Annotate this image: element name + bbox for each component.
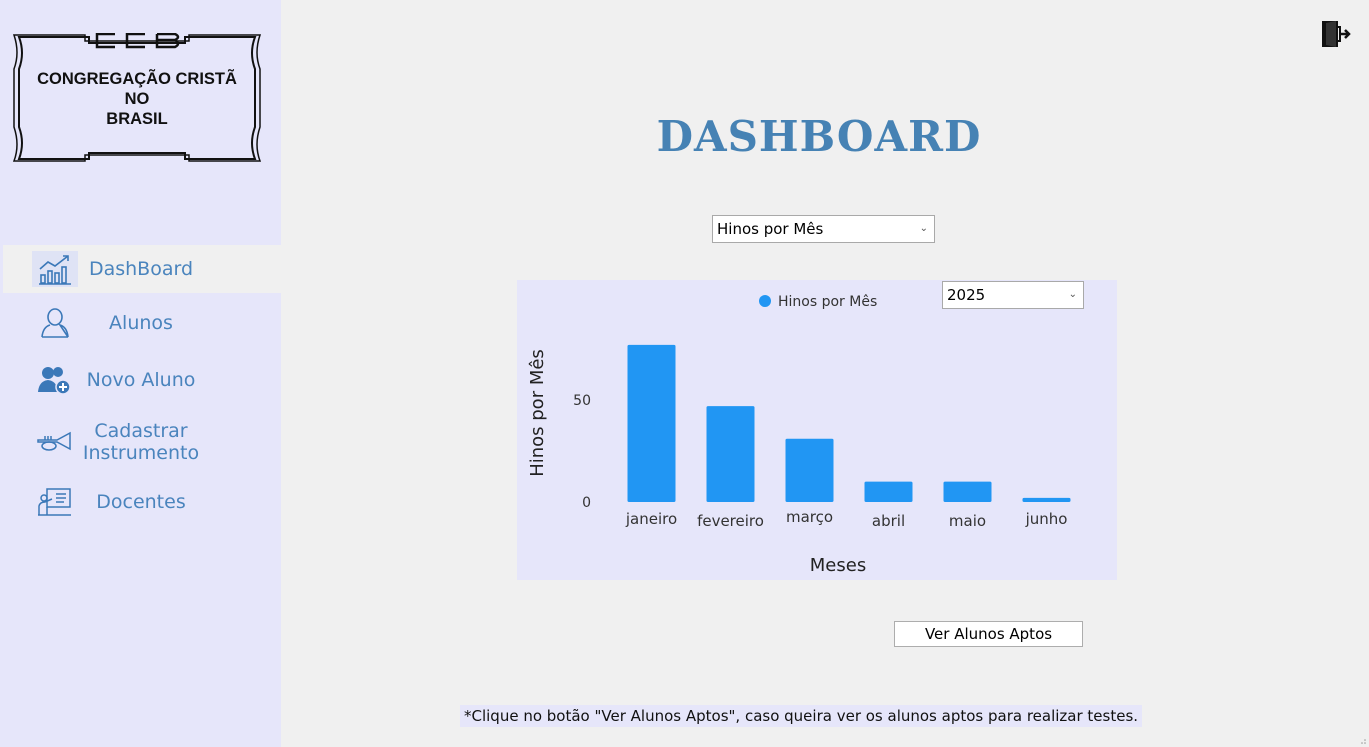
bar — [1022, 497, 1071, 502]
sidebar-item-label: DashBoard — [88, 258, 194, 280]
legend-label: Hinos por Mês — [778, 294, 877, 310]
chevron-down-icon: ⌄ — [919, 223, 928, 234]
x-tick-label: junho — [1025, 510, 1068, 528]
sidebar-item-alunos[interactable]: Alunos — [3, 299, 281, 347]
y-tick-label: 50 — [573, 393, 591, 409]
add-user-icon — [32, 362, 78, 398]
chart-panel: janeiro fevereiro março abril maio junho 0 50 Me… — [517, 280, 1117, 580]
resize-grip-icon[interactable] — [1359, 737, 1367, 745]
logo-frame — [12, 32, 262, 162]
ccb-logo: CONGREGAÇÃO CRISTÃ NO BRASIL — [11, 32, 263, 163]
x-axis-label: Meses — [810, 555, 866, 576]
bar — [864, 481, 913, 502]
logo-line-1: CONGREGAÇÃO CRISTÃ — [37, 70, 237, 88]
sidebar-item-dashboard[interactable]: DashBoard — [3, 245, 281, 293]
chart-icon — [32, 251, 78, 287]
sidebar-item-label: Novo Aluno — [86, 369, 196, 391]
year-value: 2025 — [947, 286, 986, 304]
x-tick-label: fevereiro — [697, 512, 764, 530]
x-tick-label: abril — [872, 512, 905, 530]
sidebar-item-label-line-1: Cadastrar — [94, 420, 188, 442]
sidebar-item-label: Docentes — [96, 491, 186, 513]
bar — [706, 406, 755, 502]
logo-text: CONGREGAÇÃO CRISTÃ NO BRASIL — [11, 69, 263, 129]
footer-note: *Clique no botão "Ver Alunos Aptos", cas… — [460, 705, 1143, 727]
sidebar-item-cadastrar-instrumento[interactable]: Cadastrar Instrumento — [3, 418, 281, 466]
exit-door-icon[interactable] — [1320, 19, 1352, 49]
sidebar: CONGREGAÇÃO CRISTÃ NO BRASIL DashBoard — [0, 0, 281, 747]
x-tick-label: janeiro — [625, 510, 677, 528]
chevron-down-icon: ⌄ — [1068, 289, 1077, 300]
sidebar-item-label: Alunos — [109, 312, 173, 334]
teacher-icon — [32, 484, 78, 520]
sidebar-item-label-line-2: Instrumento — [82, 442, 200, 464]
sidebar-item-novo-aluno[interactable]: Novo Aluno — [3, 356, 281, 404]
page-title: DASHBOARD — [656, 112, 982, 161]
x-tick-label: março — [786, 508, 833, 526]
y-tick-label: 0 — [582, 495, 591, 511]
user-icon — [32, 305, 78, 341]
bar — [627, 344, 676, 502]
trumpet-icon — [32, 424, 78, 460]
logo-line-3: BRASIL — [106, 110, 168, 128]
ver-alunos-aptos-button[interactable]: Ver Alunos Aptos — [894, 621, 1083, 647]
bar — [943, 481, 992, 502]
bar-chart: janeiro fevereiro março abril maio junho 0 50 Me… — [527, 294, 1071, 576]
bar — [785, 438, 834, 502]
sidebar-item-docentes[interactable]: Docentes — [3, 478, 281, 526]
report-type-select[interactable]: Hinos por Mês ⌄ — [712, 215, 935, 243]
sidebar-item-label: Cadastrar Instrumento — [78, 420, 204, 464]
year-select[interactable]: 2025 ⌄ — [942, 281, 1084, 309]
legend-marker — [759, 295, 771, 307]
x-tick-label: maio — [949, 512, 986, 530]
y-axis-label: Hinos por Mês — [527, 349, 548, 477]
report-type-value: Hinos por Mês — [717, 220, 824, 238]
logo-line-2: NO — [124, 90, 150, 108]
